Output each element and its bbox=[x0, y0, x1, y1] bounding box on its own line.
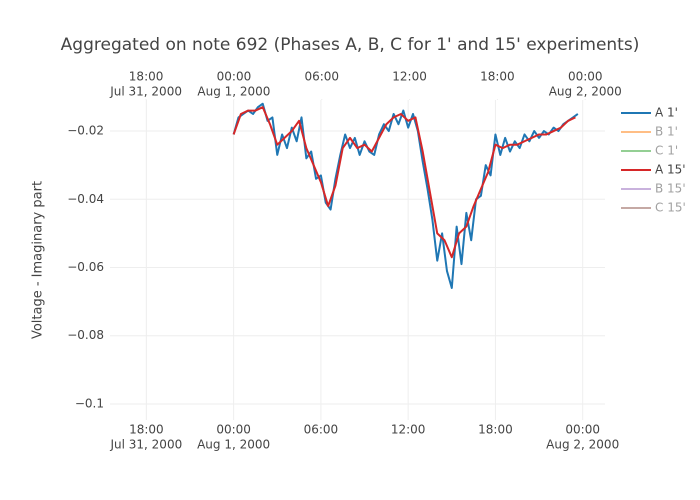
y-tick-label: −0.1 bbox=[75, 396, 104, 410]
x2-tick-label: Jul 31, 2000 bbox=[109, 85, 182, 99]
y-tick-label: −0.06 bbox=[67, 260, 104, 274]
chart-title: Aggregated on note 692 (Phases A, B, C f… bbox=[61, 35, 640, 55]
legend-item: B 1' bbox=[621, 125, 678, 139]
x-tick-label: 12:00 bbox=[391, 423, 426, 437]
x2-tick-label: 06:00 bbox=[304, 70, 339, 84]
x-tick-label: Aug 2, 2000 bbox=[546, 438, 619, 452]
legend-label: B 1' bbox=[655, 125, 678, 139]
x-tick-label: Jul 31, 2000 bbox=[109, 438, 182, 452]
x2-tick-label: Aug 1, 2000 bbox=[197, 85, 270, 99]
x-tick-label: 18:00 bbox=[478, 423, 513, 437]
x2-tick-label: 18:00 bbox=[129, 70, 164, 84]
y-axis-label: Voltage - Imaginary part bbox=[31, 181, 46, 339]
x2-tick-label: Aug 2, 2000 bbox=[549, 85, 622, 99]
legend-label: C 15' bbox=[655, 201, 686, 215]
legend-item: A 15' bbox=[621, 163, 686, 177]
x2-tick-label: 00:00 bbox=[217, 70, 252, 84]
legend-item: C 1' bbox=[621, 144, 678, 158]
x-tick-label: 06:00 bbox=[304, 423, 339, 437]
x-tick-label: 00:00 bbox=[565, 423, 600, 437]
x-tick-label: 18:00 bbox=[129, 423, 164, 437]
legend-item: B 15' bbox=[621, 182, 686, 196]
y-tick-label: −0.08 bbox=[67, 328, 104, 342]
x-tick-label: Aug 1, 2000 bbox=[197, 438, 270, 452]
x-tick-label: 00:00 bbox=[216, 423, 251, 437]
x2-tick-label: 12:00 bbox=[392, 70, 427, 84]
x2-tick-label: 18:00 bbox=[480, 70, 515, 84]
legend-label: A 1' bbox=[655, 106, 678, 120]
x2-tick-label: 00:00 bbox=[568, 70, 603, 84]
series-line bbox=[232, 106, 576, 259]
legend-label: C 1' bbox=[655, 144, 678, 158]
legend-item: C 15' bbox=[621, 201, 686, 215]
legend-item: A 1' bbox=[621, 106, 678, 120]
legend-label: A 15' bbox=[655, 163, 686, 177]
legend-label: B 15' bbox=[655, 182, 686, 196]
y-tick-label: −0.02 bbox=[67, 124, 104, 138]
y-tick-label: −0.04 bbox=[67, 192, 104, 206]
